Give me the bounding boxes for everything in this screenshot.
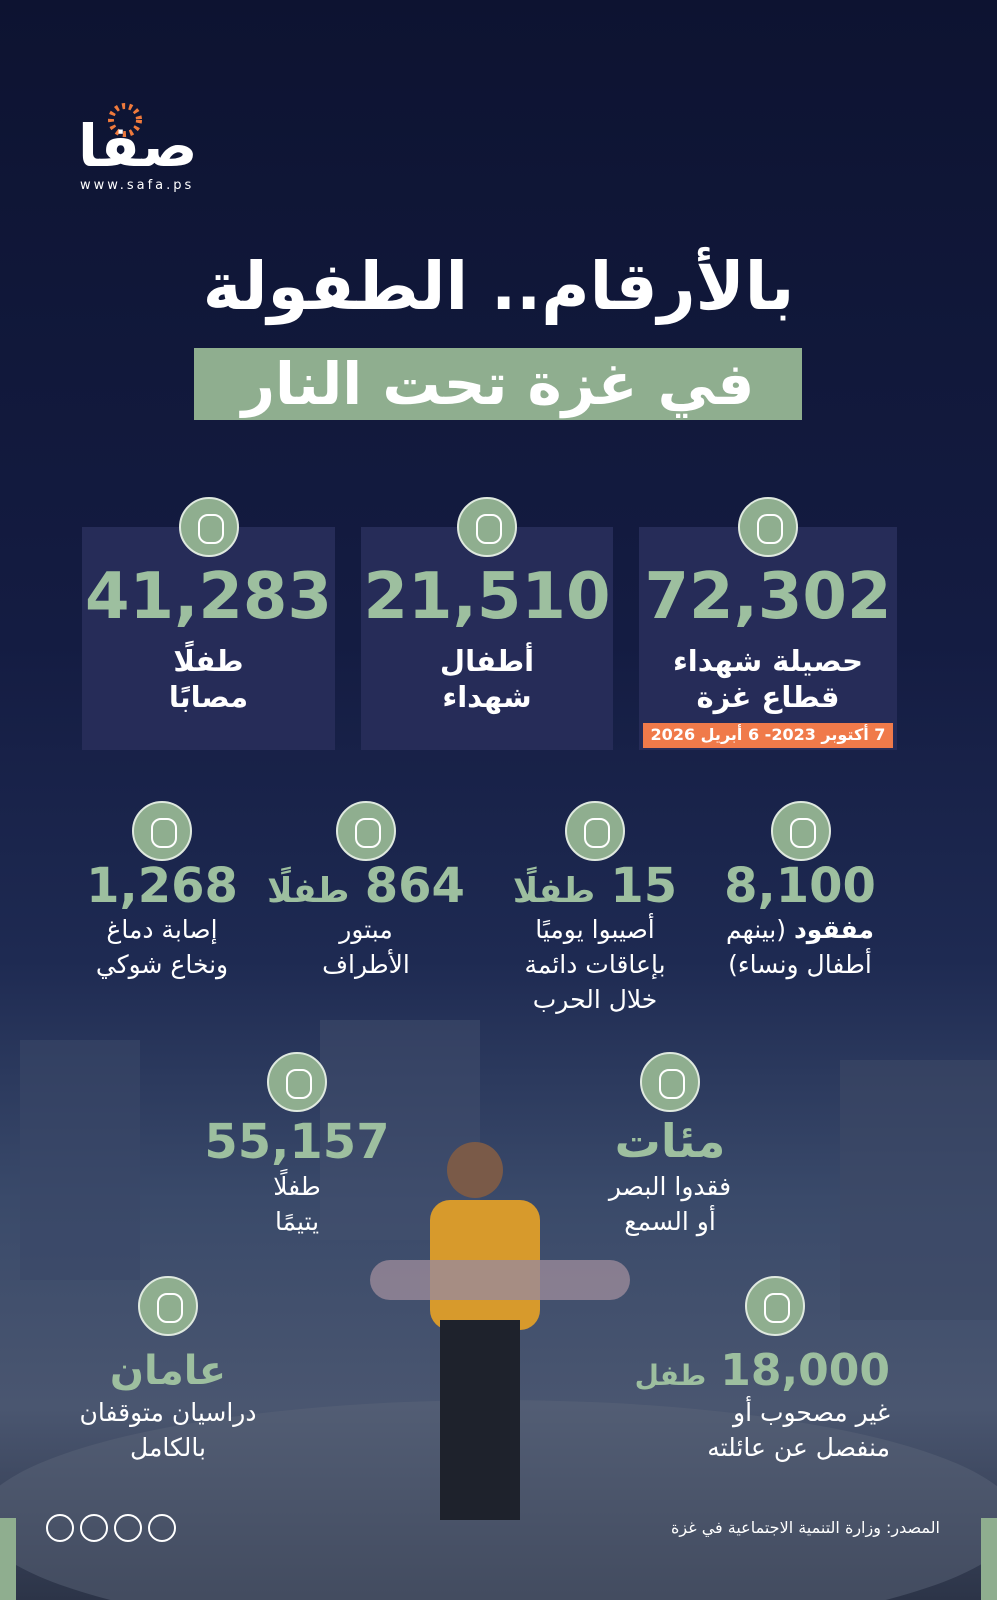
- card-number: 41,283: [85, 560, 332, 634]
- stat-headline: 864 طفلًا: [266, 858, 466, 914]
- stat-unit: طفلًا: [512, 871, 596, 911]
- logo-text: صفا: [78, 112, 198, 180]
- icon: [132, 801, 192, 861]
- source: المصدر: وزارة التنمية الاجتماعية في غزة: [671, 1518, 940, 1537]
- stat-text: (بينهم: [726, 915, 787, 944]
- stat-strong: مفقود: [793, 915, 874, 944]
- stat-text: طفلًا: [273, 1172, 321, 1201]
- stat-text: دراسيان متوقفان: [79, 1398, 257, 1427]
- card-number: 21,510: [363, 560, 611, 634]
- icon: [738, 497, 798, 557]
- card-label: قطاع غزة: [696, 680, 840, 714]
- stat-number: 8,100: [724, 858, 876, 914]
- stat-text: إصابة دماغ: [106, 915, 218, 944]
- icon: [565, 801, 625, 861]
- icon: [771, 801, 831, 861]
- card-label: طفلًا: [173, 644, 244, 678]
- stat-text: يتيمًا: [274, 1207, 320, 1236]
- stat-text: غير مصحوب أو: [733, 1398, 890, 1427]
- icon: [138, 1276, 198, 1336]
- card-label: أطفال: [439, 644, 535, 678]
- stat-text: أطفال ونساء): [728, 950, 872, 979]
- stat-number: 1,268: [86, 858, 238, 914]
- stat-headline: 15 طفلًا: [495, 858, 695, 914]
- date: 7 أكتوبر 2023- 6 أبريل 2026: [650, 725, 886, 744]
- stat-number: 55,157: [204, 1114, 390, 1170]
- icon: [267, 1052, 327, 1112]
- card-label: مصابًا: [168, 680, 249, 714]
- stat-number: مئات: [614, 1114, 726, 1168]
- icon: [336, 801, 396, 861]
- logo-dots: [108, 103, 142, 137]
- background-photo: [0, 1020, 997, 1600]
- corner-bar: [0, 1518, 16, 1600]
- stat-unit: طفلًا: [267, 871, 350, 911]
- card: [361, 527, 613, 750]
- stat-text: مبتور: [339, 915, 393, 944]
- stat-text: أو السمع: [624, 1207, 716, 1236]
- date-box: [643, 723, 893, 748]
- icon: [179, 497, 239, 557]
- stat-text: فقدوا البصر: [608, 1172, 732, 1201]
- title-line1: بالأرقام.. الطفولة: [202, 248, 795, 325]
- stat-number: 864: [364, 858, 465, 914]
- icon: [640, 1052, 700, 1112]
- icon: [745, 1276, 805, 1336]
- stat-number: عامان: [109, 1348, 227, 1394]
- corner-bar: [981, 1518, 997, 1600]
- stat-text: بالكامل: [130, 1433, 206, 1462]
- stat-text: خلال الحرب: [532, 985, 658, 1014]
- card-label: شهداء: [442, 680, 532, 714]
- stat-number: 15: [610, 858, 678, 914]
- social-icons: [46, 1514, 176, 1542]
- card-number: 72,302: [644, 560, 892, 634]
- stat-text: بإعاقات دائمة: [524, 950, 666, 979]
- stat-text: مفقود (بينهم: [700, 915, 900, 944]
- card: [82, 527, 335, 750]
- stat-text: الأطراف: [322, 950, 410, 979]
- card: [639, 527, 897, 750]
- stat-text: أصيبوا يوميًا: [535, 915, 655, 944]
- logo-url: www.safa.ps: [80, 178, 195, 193]
- stat-unit: طفل: [634, 1359, 707, 1392]
- title-box: [194, 348, 802, 420]
- card-label: حصيلة شهداء: [672, 644, 863, 678]
- icon: [457, 497, 517, 557]
- stat-text: ونخاع شوكي: [95, 950, 229, 979]
- stat-headline: 18,000 طفل: [635, 1345, 890, 1396]
- stat-number: 18,000: [720, 1345, 890, 1396]
- stat-text: منفصل عن عائلته: [707, 1433, 890, 1462]
- title-line2: في غزة تحت النار: [241, 350, 755, 418]
